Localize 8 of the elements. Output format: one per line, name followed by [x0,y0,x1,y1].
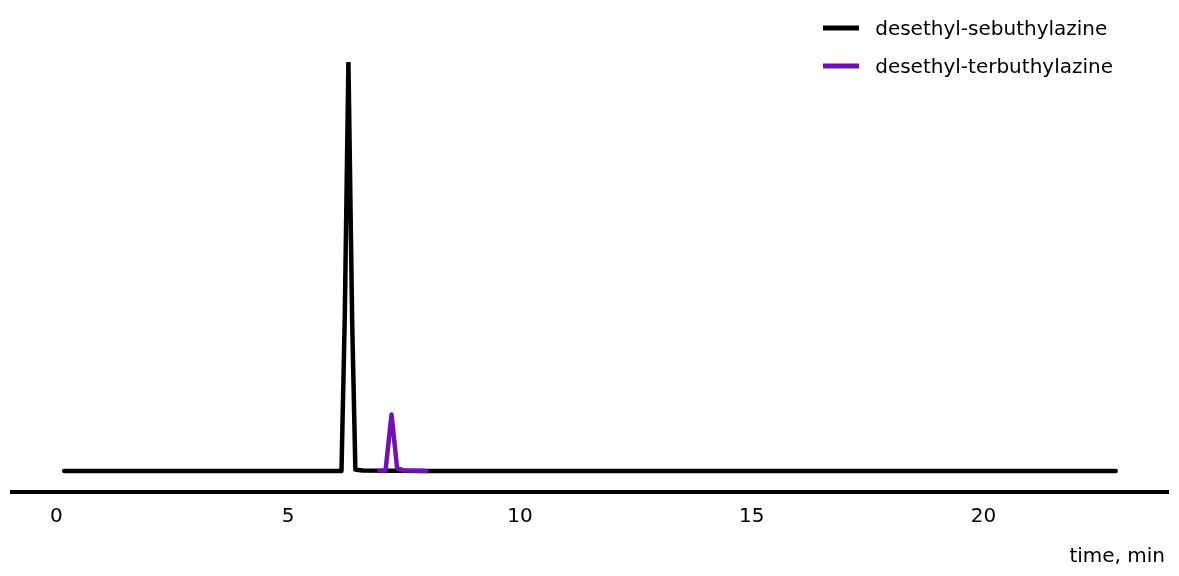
x-tick-label: 10 [507,503,533,528]
x-axis-title: time, min [1069,543,1165,567]
legend-label: desethyl-terbuthylazine [875,54,1113,78]
x-tick-label: 5 [281,503,295,528]
legend-label: desethyl-sebuthylazine [875,16,1108,40]
x-tick-label: 0 [49,503,63,528]
x-tick-label: 20 [970,503,997,528]
x-tick-label: 15 [739,503,765,528]
